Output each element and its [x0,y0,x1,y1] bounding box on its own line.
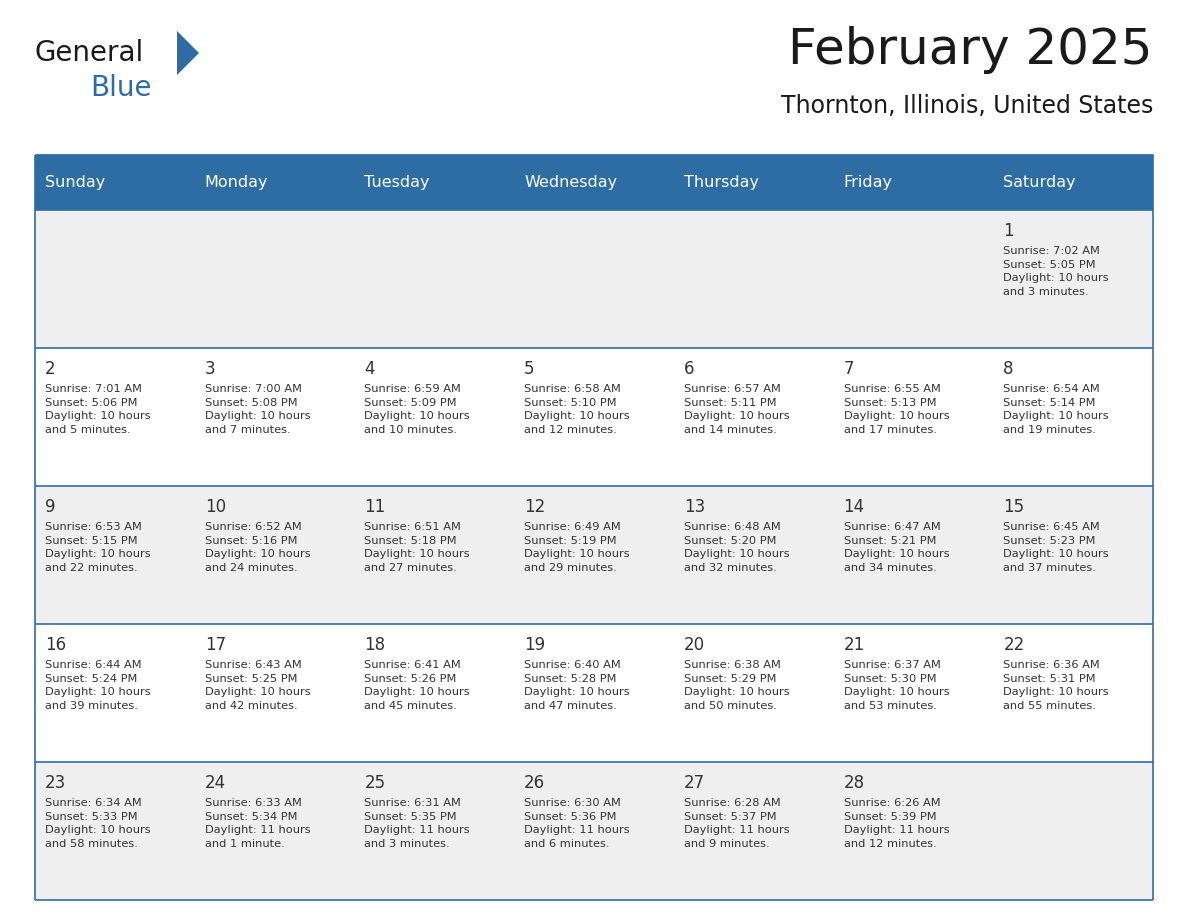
Text: Sunrise: 6:30 AM
Sunset: 5:36 PM
Daylight: 11 hours
and 6 minutes.: Sunrise: 6:30 AM Sunset: 5:36 PM Dayligh… [524,798,630,849]
Text: 12: 12 [524,498,545,516]
Bar [34,762,1154,900]
Text: 22: 22 [1004,636,1024,654]
Bar [34,348,1154,486]
Text: Sunday: Sunday [45,175,106,190]
Bar [34,155,1154,210]
Text: 1: 1 [1004,222,1013,240]
Text: Sunrise: 6:51 AM
Sunset: 5:18 PM
Daylight: 10 hours
and 27 minutes.: Sunrise: 6:51 AM Sunset: 5:18 PM Dayligh… [365,522,470,573]
Text: 9: 9 [45,498,56,516]
Text: Sunrise: 6:38 AM
Sunset: 5:29 PM
Daylight: 10 hours
and 50 minutes.: Sunrise: 6:38 AM Sunset: 5:29 PM Dayligh… [684,660,790,711]
Text: 20: 20 [684,636,704,654]
Text: Saturday: Saturday [1004,175,1076,190]
Text: Sunrise: 6:47 AM
Sunset: 5:21 PM
Daylight: 10 hours
and 34 minutes.: Sunrise: 6:47 AM Sunset: 5:21 PM Dayligh… [843,522,949,573]
Text: 11: 11 [365,498,386,516]
Text: 17: 17 [204,636,226,654]
Text: Sunrise: 6:52 AM
Sunset: 5:16 PM
Daylight: 10 hours
and 24 minutes.: Sunrise: 6:52 AM Sunset: 5:16 PM Dayligh… [204,522,310,573]
Text: 14: 14 [843,498,865,516]
Text: Sunrise: 6:58 AM
Sunset: 5:10 PM
Daylight: 10 hours
and 12 minutes.: Sunrise: 6:58 AM Sunset: 5:10 PM Dayligh… [524,384,630,435]
Text: 5: 5 [524,360,535,378]
Text: Sunrise: 6:41 AM
Sunset: 5:26 PM
Daylight: 10 hours
and 45 minutes.: Sunrise: 6:41 AM Sunset: 5:26 PM Dayligh… [365,660,470,711]
Text: Wednesday: Wednesday [524,175,618,190]
Text: Sunrise: 6:44 AM
Sunset: 5:24 PM
Daylight: 10 hours
and 39 minutes.: Sunrise: 6:44 AM Sunset: 5:24 PM Dayligh… [45,660,151,711]
Text: Sunrise: 6:54 AM
Sunset: 5:14 PM
Daylight: 10 hours
and 19 minutes.: Sunrise: 6:54 AM Sunset: 5:14 PM Dayligh… [1004,384,1108,435]
Text: 26: 26 [524,774,545,792]
Text: Sunrise: 6:49 AM
Sunset: 5:19 PM
Daylight: 10 hours
and 29 minutes.: Sunrise: 6:49 AM Sunset: 5:19 PM Dayligh… [524,522,630,573]
Polygon shape [177,31,200,75]
Text: Thursday: Thursday [684,175,759,190]
Text: Sunrise: 7:00 AM
Sunset: 5:08 PM
Daylight: 10 hours
and 7 minutes.: Sunrise: 7:00 AM Sunset: 5:08 PM Dayligh… [204,384,310,435]
Text: 10: 10 [204,498,226,516]
Text: Sunrise: 6:26 AM
Sunset: 5:39 PM
Daylight: 11 hours
and 12 minutes.: Sunrise: 6:26 AM Sunset: 5:39 PM Dayligh… [843,798,949,849]
Text: Sunrise: 6:31 AM
Sunset: 5:35 PM
Daylight: 11 hours
and 3 minutes.: Sunrise: 6:31 AM Sunset: 5:35 PM Dayligh… [365,798,470,849]
Text: 21: 21 [843,636,865,654]
Text: 4: 4 [365,360,375,378]
Text: Tuesday: Tuesday [365,175,430,190]
Text: Sunrise: 6:59 AM
Sunset: 5:09 PM
Daylight: 10 hours
and 10 minutes.: Sunrise: 6:59 AM Sunset: 5:09 PM Dayligh… [365,384,470,435]
Text: Sunrise: 7:01 AM
Sunset: 5:06 PM
Daylight: 10 hours
and 5 minutes.: Sunrise: 7:01 AM Sunset: 5:06 PM Dayligh… [45,384,151,435]
Text: General: General [34,39,144,67]
Text: Sunrise: 6:55 AM
Sunset: 5:13 PM
Daylight: 10 hours
and 17 minutes.: Sunrise: 6:55 AM Sunset: 5:13 PM Dayligh… [843,384,949,435]
Bar [34,624,1154,762]
Text: Thornton, Illinois, United States: Thornton, Illinois, United States [781,94,1154,118]
Text: 23: 23 [45,774,67,792]
Text: Monday: Monday [204,175,268,190]
Text: 28: 28 [843,774,865,792]
Text: 18: 18 [365,636,386,654]
Text: Blue: Blue [90,74,152,102]
Text: 7: 7 [843,360,854,378]
Bar [34,486,1154,624]
Text: 19: 19 [524,636,545,654]
Text: 24: 24 [204,774,226,792]
Text: 2: 2 [45,360,56,378]
Text: 3: 3 [204,360,215,378]
Text: Sunrise: 6:34 AM
Sunset: 5:33 PM
Daylight: 10 hours
and 58 minutes.: Sunrise: 6:34 AM Sunset: 5:33 PM Dayligh… [45,798,151,849]
Text: 6: 6 [684,360,694,378]
Text: 8: 8 [1004,360,1013,378]
Text: 15: 15 [1004,498,1024,516]
Text: 16: 16 [45,636,67,654]
Text: Sunrise: 6:48 AM
Sunset: 5:20 PM
Daylight: 10 hours
and 32 minutes.: Sunrise: 6:48 AM Sunset: 5:20 PM Dayligh… [684,522,790,573]
Bar [34,210,1154,348]
Text: Sunrise: 6:28 AM
Sunset: 5:37 PM
Daylight: 11 hours
and 9 minutes.: Sunrise: 6:28 AM Sunset: 5:37 PM Dayligh… [684,798,790,849]
Text: Sunrise: 7:02 AM
Sunset: 5:05 PM
Daylight: 10 hours
and 3 minutes.: Sunrise: 7:02 AM Sunset: 5:05 PM Dayligh… [1004,246,1108,297]
Text: Sunrise: 6:57 AM
Sunset: 5:11 PM
Daylight: 10 hours
and 14 minutes.: Sunrise: 6:57 AM Sunset: 5:11 PM Dayligh… [684,384,790,435]
Text: February 2025: February 2025 [789,26,1154,74]
Text: 27: 27 [684,774,704,792]
Text: Sunrise: 6:33 AM
Sunset: 5:34 PM
Daylight: 11 hours
and 1 minute.: Sunrise: 6:33 AM Sunset: 5:34 PM Dayligh… [204,798,310,849]
Text: Sunrise: 6:40 AM
Sunset: 5:28 PM
Daylight: 10 hours
and 47 minutes.: Sunrise: 6:40 AM Sunset: 5:28 PM Dayligh… [524,660,630,711]
Text: Friday: Friday [843,175,892,190]
Text: Sunrise: 6:45 AM
Sunset: 5:23 PM
Daylight: 10 hours
and 37 minutes.: Sunrise: 6:45 AM Sunset: 5:23 PM Dayligh… [1004,522,1108,573]
Text: 13: 13 [684,498,706,516]
Text: Sunrise: 6:37 AM
Sunset: 5:30 PM
Daylight: 10 hours
and 53 minutes.: Sunrise: 6:37 AM Sunset: 5:30 PM Dayligh… [843,660,949,711]
Text: 25: 25 [365,774,386,792]
Text: Sunrise: 6:53 AM
Sunset: 5:15 PM
Daylight: 10 hours
and 22 minutes.: Sunrise: 6:53 AM Sunset: 5:15 PM Dayligh… [45,522,151,573]
Text: Sunrise: 6:43 AM
Sunset: 5:25 PM
Daylight: 10 hours
and 42 minutes.: Sunrise: 6:43 AM Sunset: 5:25 PM Dayligh… [204,660,310,711]
Text: Sunrise: 6:36 AM
Sunset: 5:31 PM
Daylight: 10 hours
and 55 minutes.: Sunrise: 6:36 AM Sunset: 5:31 PM Dayligh… [1004,660,1108,711]
